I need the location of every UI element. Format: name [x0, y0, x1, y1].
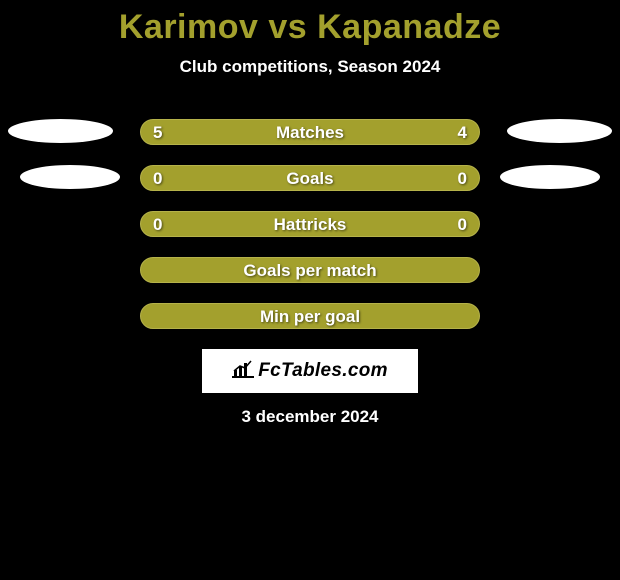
row-goals: 0 Goals 0 — [0, 165, 620, 193]
stat-right-value: 0 — [458, 215, 467, 235]
brand-box: FcTables.com — [202, 349, 418, 393]
stat-bar: 0 Hattricks 0 — [140, 211, 480, 237]
stat-bar: Goals per match — [140, 257, 480, 283]
stat-label: Min per goal — [260, 307, 360, 327]
row-hattricks: 0 Hattricks 0 — [0, 211, 620, 239]
page-subtitle: Club competitions, Season 2024 — [0, 57, 620, 77]
footer-date: 3 december 2024 — [0, 407, 620, 427]
row-min-per-goal: Min per goal — [0, 303, 620, 331]
ellipse-right — [507, 119, 612, 143]
stat-bar: 5 Matches 4 — [140, 119, 480, 145]
page-title: Karimov vs Kapanadze — [0, 0, 620, 47]
brand-text: FcTables.com — [258, 360, 388, 382]
chart-icon — [232, 360, 254, 383]
ellipse-right — [500, 165, 600, 189]
ellipse-left — [20, 165, 120, 189]
stat-label: Matches — [276, 123, 344, 143]
stat-left-value: 5 — [153, 123, 162, 143]
ellipse-left — [8, 119, 113, 143]
stat-label: Goals — [286, 169, 333, 189]
stat-bar: 0 Goals 0 — [140, 165, 480, 191]
stat-label: Goals per match — [243, 261, 376, 281]
row-goals-per-match: Goals per match — [0, 257, 620, 285]
stat-right-value: 0 — [458, 169, 467, 189]
stat-left-value: 0 — [153, 169, 162, 189]
stats-rows: 5 Matches 4 0 Goals 0 0 Hattricks 0 Goal… — [0, 119, 620, 331]
stat-left-value: 0 — [153, 215, 162, 235]
stat-right-value: 4 — [458, 123, 467, 143]
row-matches: 5 Matches 4 — [0, 119, 620, 147]
stat-label: Hattricks — [274, 215, 347, 235]
stat-bar: Min per goal — [140, 303, 480, 329]
